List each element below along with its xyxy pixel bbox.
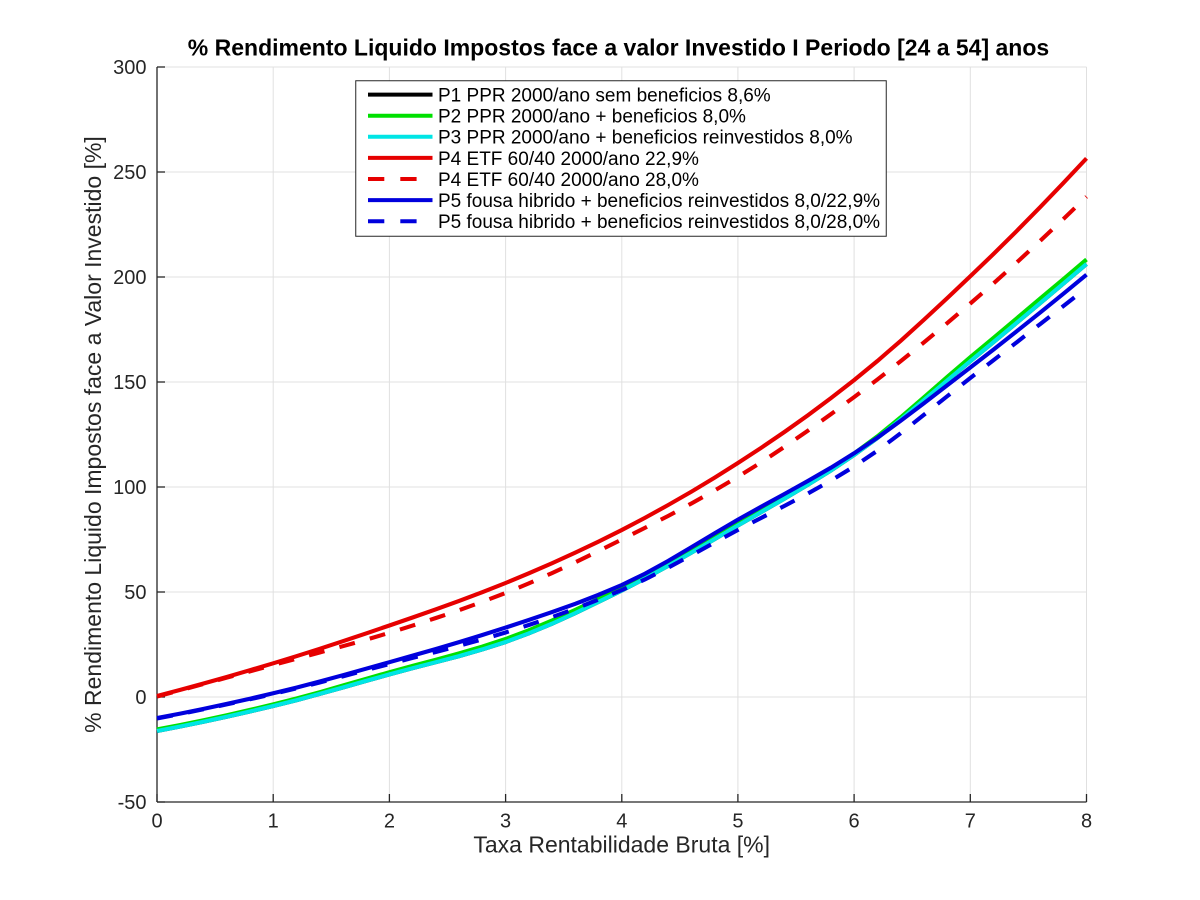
- svg-text:0: 0: [135, 687, 146, 709]
- svg-text:P5 fousa hibrido + beneficios: P5 fousa hibrido + beneficios reinvestid…: [438, 212, 880, 233]
- svg-text:6: 6: [849, 811, 860, 833]
- svg-text:-50: -50: [118, 792, 147, 814]
- svg-text:P4 ETF 60/40 2000/ano 22,9%: P4 ETF 60/40 2000/ano 22,9%: [438, 149, 699, 170]
- svg-text:5: 5: [732, 811, 743, 833]
- svg-text:0: 0: [151, 811, 162, 833]
- svg-text:P1 PPR 2000/ano sem beneficios: P1 PPR 2000/ano sem beneficios 8,6%: [438, 86, 771, 107]
- svg-text:% Rendimento Liquido Impostos: % Rendimento Liquido Impostos face a val…: [188, 34, 1049, 60]
- svg-text:P4 ETF 60/40 2000/ano 28,0%: P4 ETF 60/40 2000/ano 28,0%: [438, 170, 699, 191]
- svg-text:7: 7: [965, 811, 976, 833]
- svg-text:% Rendimento Liquido Impostos: % Rendimento Liquido Impostos face a Val…: [80, 136, 106, 733]
- svg-text:P3 PPR 2000/ano + beneficios r: P3 PPR 2000/ano + beneficios reinvestido…: [438, 128, 853, 149]
- svg-text:8: 8: [1081, 811, 1092, 833]
- svg-text:200: 200: [113, 267, 146, 289]
- svg-text:4: 4: [616, 811, 627, 833]
- svg-text:150: 150: [113, 372, 146, 394]
- svg-text:250: 250: [113, 162, 146, 184]
- svg-text:P2 PPR 2000/ano + beneficios 8: P2 PPR 2000/ano + beneficios 8,0%: [438, 107, 746, 128]
- svg-text:50: 50: [124, 582, 146, 604]
- svg-text:100: 100: [113, 477, 146, 499]
- svg-text:300: 300: [113, 57, 146, 79]
- svg-text:2: 2: [384, 811, 395, 833]
- svg-text:3: 3: [500, 811, 511, 833]
- svg-text:Taxa Rentabilidade Bruta [%]: Taxa Rentabilidade Bruta [%]: [473, 831, 770, 857]
- svg-text:1: 1: [268, 811, 279, 833]
- svg-text:P5 fousa hibrido + beneficios: P5 fousa hibrido + beneficios reinvestid…: [438, 191, 880, 212]
